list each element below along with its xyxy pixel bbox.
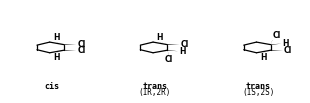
Polygon shape bbox=[270, 50, 271, 51]
Polygon shape bbox=[271, 42, 272, 43]
Text: Cl: Cl bbox=[165, 55, 173, 64]
Polygon shape bbox=[64, 44, 76, 45]
Text: Cl: Cl bbox=[273, 31, 281, 40]
Polygon shape bbox=[63, 44, 64, 45]
Text: Cl: Cl bbox=[77, 46, 86, 55]
Polygon shape bbox=[57, 52, 58, 53]
Polygon shape bbox=[271, 50, 283, 51]
Text: H: H bbox=[282, 39, 289, 48]
Text: (1S,2S): (1S,2S) bbox=[242, 88, 275, 97]
Polygon shape bbox=[60, 43, 61, 44]
Polygon shape bbox=[64, 50, 76, 51]
Polygon shape bbox=[168, 53, 169, 54]
Text: (1R,2R): (1R,2R) bbox=[139, 88, 171, 97]
Text: Cl: Cl bbox=[284, 46, 292, 55]
Polygon shape bbox=[163, 43, 164, 44]
Text: H: H bbox=[53, 53, 60, 62]
Polygon shape bbox=[60, 51, 61, 52]
Text: H: H bbox=[157, 33, 163, 42]
Text: H: H bbox=[53, 33, 60, 42]
Text: H: H bbox=[260, 53, 267, 62]
Polygon shape bbox=[167, 44, 180, 45]
Text: Cl: Cl bbox=[181, 40, 189, 49]
Text: trans: trans bbox=[246, 82, 271, 91]
Polygon shape bbox=[264, 52, 265, 53]
Polygon shape bbox=[270, 44, 281, 45]
Polygon shape bbox=[63, 50, 64, 51]
Text: trans: trans bbox=[143, 82, 167, 91]
Polygon shape bbox=[167, 50, 178, 51]
Text: cis: cis bbox=[44, 82, 59, 91]
Polygon shape bbox=[166, 44, 167, 45]
Text: Cl: Cl bbox=[77, 40, 86, 49]
Polygon shape bbox=[267, 51, 268, 52]
Text: H: H bbox=[179, 47, 185, 56]
